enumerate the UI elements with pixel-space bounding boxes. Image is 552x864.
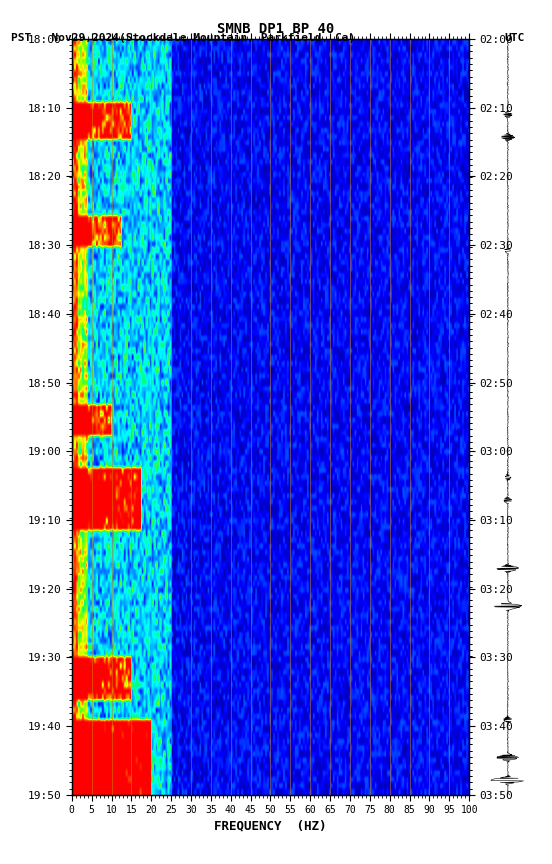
Text: PST   Nov29,2024(Stockdale Mountain, Parkfield, Ca): PST Nov29,2024(Stockdale Mountain, Parkf…: [11, 33, 355, 43]
Text: UTC: UTC: [504, 33, 524, 43]
Text: SMNB DP1 BP 40: SMNB DP1 BP 40: [217, 22, 335, 35]
X-axis label: FREQUENCY  (HZ): FREQUENCY (HZ): [214, 819, 327, 832]
